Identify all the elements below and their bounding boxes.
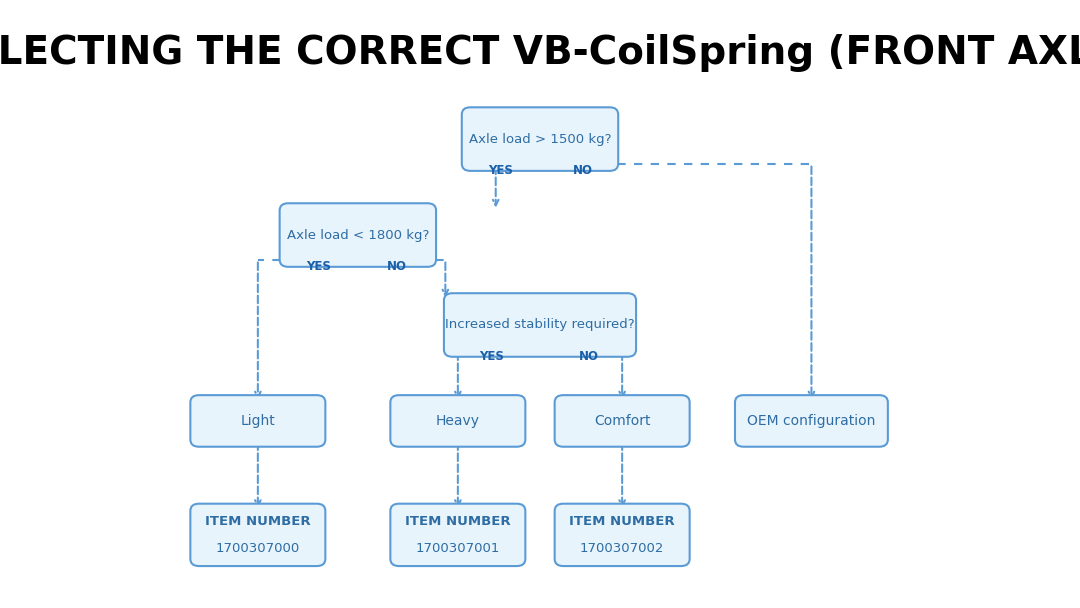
Text: Comfort: Comfort <box>594 414 650 428</box>
FancyBboxPatch shape <box>390 395 525 447</box>
FancyBboxPatch shape <box>390 503 525 566</box>
Text: YES: YES <box>480 350 504 362</box>
FancyBboxPatch shape <box>280 203 436 267</box>
Text: Axle load > 1500 kg?: Axle load > 1500 kg? <box>469 133 611 145</box>
Text: 1700307000: 1700307000 <box>216 542 300 554</box>
Text: NO: NO <box>579 350 598 362</box>
FancyBboxPatch shape <box>735 395 888 447</box>
FancyBboxPatch shape <box>462 107 618 171</box>
Text: 1700307002: 1700307002 <box>580 542 664 554</box>
Text: Increased stability required?: Increased stability required? <box>445 319 635 331</box>
Text: ITEM NUMBER: ITEM NUMBER <box>205 515 311 528</box>
FancyBboxPatch shape <box>190 395 325 447</box>
FancyBboxPatch shape <box>555 503 690 566</box>
Text: OEM configuration: OEM configuration <box>747 414 876 428</box>
Text: YES: YES <box>488 164 513 177</box>
Text: YES: YES <box>306 260 330 273</box>
Text: Light: Light <box>241 414 275 428</box>
Text: SELECTING THE CORRECT VB-CoilSpring (FRONT AXLE): SELECTING THE CORRECT VB-CoilSpring (FRO… <box>0 34 1080 72</box>
Text: NO: NO <box>572 164 593 177</box>
FancyBboxPatch shape <box>555 395 690 447</box>
Text: Axle load < 1800 kg?: Axle load < 1800 kg? <box>286 229 429 241</box>
Text: NO: NO <box>387 260 407 273</box>
FancyBboxPatch shape <box>444 293 636 357</box>
Text: ITEM NUMBER: ITEM NUMBER <box>569 515 675 528</box>
Text: ITEM NUMBER: ITEM NUMBER <box>405 515 511 528</box>
FancyBboxPatch shape <box>190 503 325 566</box>
Text: Heavy: Heavy <box>436 414 480 428</box>
Text: 1700307001: 1700307001 <box>416 542 500 554</box>
